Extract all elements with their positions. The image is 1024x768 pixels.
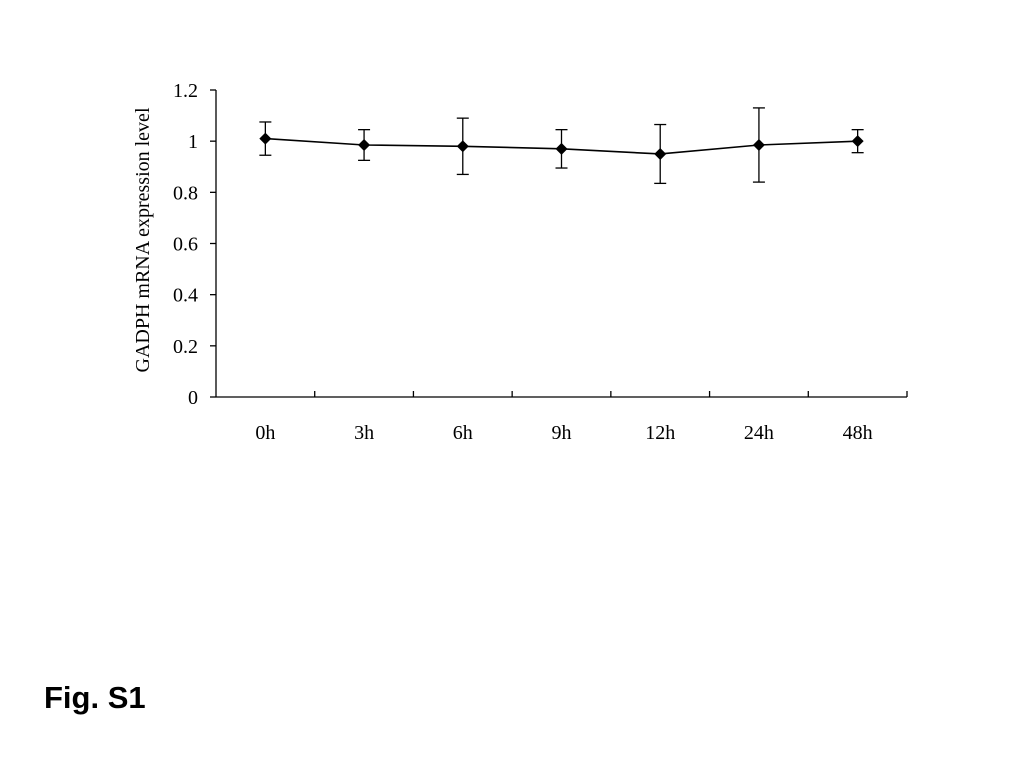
y-tick-label: 1.2 bbox=[173, 80, 198, 102]
y-tick-label: 0 bbox=[188, 387, 198, 409]
x-tick-label: 9h bbox=[552, 422, 572, 444]
x-tick-label: 0h bbox=[255, 422, 275, 444]
x-tick-label: 12h bbox=[645, 422, 675, 444]
axes: 0 0.2 0.4 0.6 0.8 1 1.2 0h 3h 6h 9h 12h 24h 48h bbox=[173, 80, 908, 444]
data-point-diamond bbox=[752, 139, 765, 152]
x-tick-label: 3h bbox=[354, 422, 374, 444]
figure-label: Fig. S1 bbox=[44, 680, 146, 715]
x-tick-label: 6h bbox=[453, 422, 473, 444]
y-tick-label: 0.2 bbox=[173, 336, 198, 358]
y-axis-label: GADPH mRNA expression level bbox=[132, 107, 154, 372]
x-tick-label: 24h bbox=[744, 422, 774, 444]
y-tick-label: 1 bbox=[188, 131, 198, 153]
data-point-diamond bbox=[555, 142, 568, 155]
data-series bbox=[259, 107, 864, 185]
data-point-diamond bbox=[456, 140, 469, 153]
data-point-diamond bbox=[259, 132, 272, 145]
data-point-diamond bbox=[358, 139, 371, 152]
data-point-diamond bbox=[851, 135, 864, 148]
y-tick-label: 0.6 bbox=[173, 234, 198, 256]
y-tick-label: 0.8 bbox=[173, 182, 198, 204]
data-point-diamond bbox=[654, 147, 667, 160]
x-tick-label: 48h bbox=[843, 422, 873, 444]
y-tick-label: 0.4 bbox=[173, 285, 198, 307]
